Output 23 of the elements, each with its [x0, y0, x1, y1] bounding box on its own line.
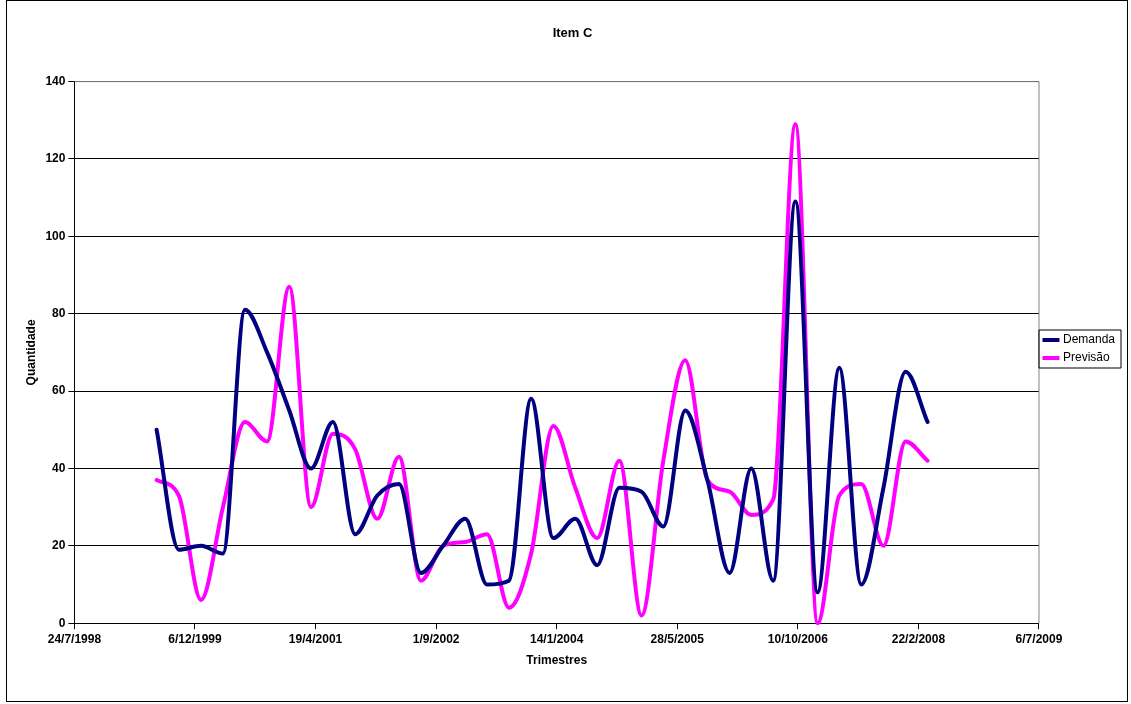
- x-tick-label: 28/5/2005: [650, 631, 705, 646]
- x-tick-label: 19/4/2001: [288, 631, 343, 646]
- x-tick-label: 6/7/2009: [1015, 631, 1063, 646]
- x-tick-label: 10/10/2006: [767, 631, 829, 646]
- y-tick-label: 140: [45, 73, 66, 88]
- legend-label: Demanda: [1062, 332, 1116, 347]
- chart-title: Item C: [552, 25, 593, 41]
- y-tick-label: 60: [52, 383, 66, 398]
- y-tick-label: 20: [52, 538, 66, 553]
- x-tick-label: 24/7/1998: [47, 631, 102, 646]
- y-tick-label: 40: [52, 460, 66, 475]
- x-tick-label: 1/9/2002: [412, 631, 460, 646]
- y-tick-label: 100: [45, 228, 66, 243]
- x-tick-label: 14/1/2004: [530, 631, 584, 646]
- x-tick-label: 6/12/1999: [168, 631, 223, 646]
- x-axis-title: Trimestres: [526, 653, 588, 668]
- y-tick-label: 120: [45, 151, 66, 166]
- y-tick-label: 0: [58, 615, 66, 630]
- legend-label: Previsão: [1062, 350, 1110, 365]
- line-series: [154, 199, 930, 595]
- y-tick-label: 80: [52, 306, 66, 321]
- y-axis-title: Quantidade: [23, 319, 38, 386]
- x-tick-label: 22/2/2008: [891, 631, 946, 646]
